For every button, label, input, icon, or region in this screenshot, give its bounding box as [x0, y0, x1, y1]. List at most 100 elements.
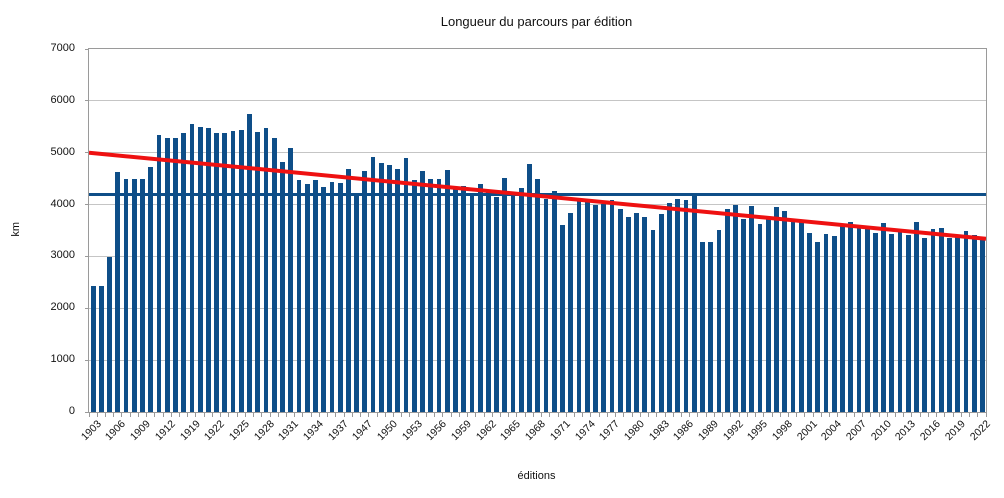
x-tick: [541, 413, 543, 417]
bar-slot: [896, 49, 904, 412]
x-tick: [384, 413, 386, 417]
bar-1997: [774, 207, 779, 412]
x-tick: [211, 413, 213, 417]
bar-1996: [765, 216, 771, 412]
x-tick-label: 1947: [350, 418, 376, 444]
bar-slot: [624, 49, 632, 412]
bar-1993: [741, 219, 747, 412]
bar-slot: [204, 49, 212, 412]
bar-1963: [494, 197, 499, 412]
bar-slot: [377, 49, 385, 412]
bar-1977: [609, 199, 615, 412]
bar-1982: [650, 230, 656, 412]
x-tick-label: 1995: [745, 418, 771, 444]
x-tick: [499, 413, 501, 417]
bar-1984: [667, 203, 672, 412]
x-tick: [730, 413, 732, 417]
y-tick: [85, 307, 89, 309]
bar-slot: [723, 49, 731, 412]
x-tick: [154, 413, 156, 417]
bar-slot: [130, 49, 138, 412]
bar-1954: [420, 170, 425, 412]
bar-1909: [140, 178, 145, 412]
bar-slot: [501, 49, 509, 412]
bar-1987: [691, 192, 697, 412]
x-tick: [648, 413, 650, 417]
x-tick: [343, 413, 345, 417]
x-axis-labels: 1903 1906 1909 1912 1919 1922 1925 1928 1931 1934…: [79, 412, 993, 458]
x-tick: [911, 413, 913, 417]
bar-2009: [873, 232, 878, 412]
x-axis-title: éditions: [517, 470, 556, 482]
bar-1913: [173, 137, 178, 412]
x-tick: [294, 413, 296, 417]
bar-1951: [395, 168, 401, 412]
bar-1908: [131, 178, 137, 412]
bar-1929: [271, 137, 277, 412]
bar-slot: [715, 49, 723, 412]
bar-slot: [336, 49, 344, 412]
x-tick-label: 2013: [893, 418, 919, 444]
x-tick: [804, 413, 806, 417]
x-tick: [417, 413, 419, 417]
x-tick: [894, 413, 896, 417]
bar-slot: [781, 49, 789, 412]
bar-1953: [411, 179, 417, 412]
bar-slot: [731, 49, 739, 412]
x-tick: [253, 413, 255, 417]
x-tick-label: 1937: [325, 418, 351, 444]
x-tick: [532, 413, 534, 417]
x-tick: [170, 413, 172, 417]
bar-1990: [716, 230, 722, 412]
bar-1975: [593, 204, 598, 412]
x-tick-label: 1906: [103, 418, 129, 444]
bar-slot: [180, 49, 188, 412]
bar-2020: [963, 231, 969, 412]
plot-area: [85, 48, 987, 417]
bar-slot: [888, 49, 896, 412]
x-tick-label: 1998: [769, 418, 795, 444]
bar-1939: [354, 192, 359, 412]
bar-slot: [707, 49, 715, 412]
bar-slot: [105, 49, 113, 412]
x-tick: [376, 413, 378, 417]
x-tick: [318, 413, 320, 417]
bar-slot: [254, 49, 262, 412]
bar-1952: [403, 158, 409, 412]
x-tick: [434, 413, 436, 417]
x-tick: [763, 413, 765, 417]
x-tick: [557, 413, 559, 417]
x-tick: [187, 413, 189, 417]
x-tick-label: 1986: [671, 418, 697, 444]
x-tick-label: 1919: [177, 418, 203, 444]
bar-slot: [641, 49, 649, 412]
bar-2008: [864, 227, 870, 412]
bar-slot: [385, 49, 393, 412]
bar-1986: [683, 199, 689, 412]
bar-slot: [863, 49, 871, 412]
bar-slot: [188, 49, 196, 412]
x-tick: [779, 413, 781, 417]
x-tick-label: 1931: [276, 418, 302, 444]
bar-slot: [369, 49, 377, 412]
bar-1936: [329, 181, 335, 412]
bar-1935: [321, 187, 327, 412]
bar-1906: [115, 171, 121, 412]
bar-slot: [418, 49, 426, 412]
bar-slot: [616, 49, 624, 412]
bar-slot: [567, 49, 575, 412]
bar-slot: [789, 49, 797, 412]
bar-slot: [682, 49, 690, 412]
x-tick: [656, 413, 658, 417]
bar-1934: [313, 180, 318, 412]
bar-2011: [889, 234, 895, 412]
x-tick-label: 1922: [202, 418, 228, 444]
bar-1999: [790, 220, 796, 412]
bar-1980: [634, 212, 639, 412]
x-tick: [787, 413, 789, 417]
x-tick: [903, 413, 905, 417]
x-tick: [401, 413, 403, 417]
bar-1933: [304, 184, 310, 412]
gridline: [89, 100, 986, 102]
bar-slot: [97, 49, 105, 412]
